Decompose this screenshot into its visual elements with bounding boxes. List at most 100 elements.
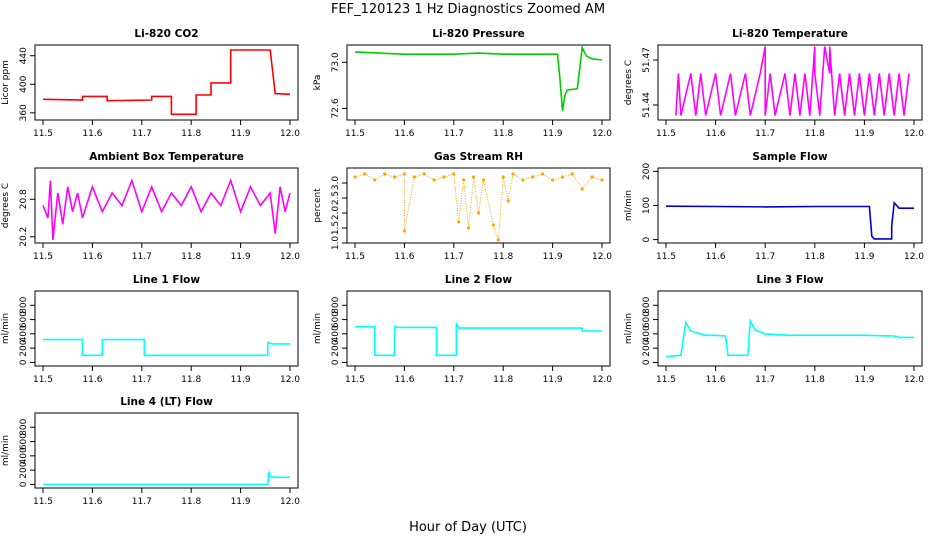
y-axis-label: percent [313,188,323,223]
data-point [392,175,397,179]
x-tick-label: 11.5 [345,252,365,262]
plot-frame [346,290,611,367]
x-tick-label: 11.5 [656,129,676,139]
y-tick-label: 20.8 [19,189,29,209]
y-tick-label: 400 [19,75,29,92]
y-axis-label: kPa [313,75,323,91]
plot-frame [34,412,299,489]
panel-title: Line 3 Flow [756,274,823,286]
y-tick-label: 200 [19,339,29,356]
x-tick-label: 11.7 [132,252,152,262]
y-tick-label: 73.0 [331,52,341,72]
x-tick-label: 11.5 [33,252,53,262]
x-tick-label: 11.6 [394,252,414,262]
data-point [457,220,461,224]
x-tick-label: 11.5 [33,375,53,385]
x-tick-label: 11.7 [755,375,775,385]
y-tick-label: 200 [642,339,652,356]
x-tick-label: 12.0 [280,252,300,262]
x-tick-label: 12.0 [280,497,300,507]
y-axis-label: ml/min [1,313,11,344]
panel-pressure: Li-820 Pressure kPa 11.5 11.6 11.7 11.8 11.9 12… [313,28,612,139]
plot-frame [34,290,299,367]
x-tick-label: 12.0 [280,375,300,385]
y-tick-label: 1.5 [331,221,341,235]
x-tick-label: 11.8 [181,375,201,385]
y-tick-label: 0 [642,236,652,242]
x-tick-label: 11.6 [82,497,102,507]
x-tick-label: 11.9 [543,252,563,262]
panel-line2: Line 2 Flow ml/min 11.5 11.6 11.7 11.8 11.9 12.… [313,274,612,385]
x-tick-label: 12.0 [904,252,924,262]
x-tick-label: 11.9 [854,375,874,385]
x-axis-title: Hour of Day (UTC) [409,520,527,535]
data-point [462,178,466,182]
y-axis-label: degrees C [1,183,11,228]
data-point [531,175,535,179]
x-tick-label: 11.6 [82,129,102,139]
data-point [402,229,406,233]
figure-title: FEF_120123 1 Hz Diagnostics Zoomed AM [331,2,605,17]
data-point [467,226,471,230]
data-point [402,172,406,176]
x-tick-label: 12.0 [592,252,612,262]
x-tick-label: 11.9 [854,129,874,139]
x-tick-label: 11.6 [82,375,102,385]
x-tick-label: 11.9 [854,252,874,262]
panel-line3: Line 3 Flow ml/min 11.5 11.6 11.7 11.8 11.9 12.… [624,274,924,385]
x-tick-label: 11.9 [231,129,251,139]
x-tick-label: 11.7 [132,375,152,385]
plot-frame [34,167,299,244]
y-tick-label: 1.0 [331,236,341,251]
y-axis-label: Licor ppm [1,60,11,105]
plot-frame [657,290,923,367]
y-tick-label: 400 [642,325,652,342]
x-tick-label: 11.8 [805,375,825,385]
x-tick-label: 11.8 [805,129,825,139]
panel-title: Line 4 (LT) Flow [120,396,213,408]
x-tick-label: 11.9 [543,375,563,385]
x-tick-label: 11.6 [82,252,102,262]
y-tick-label: 800 [19,418,29,435]
x-tick-label: 11.6 [706,252,726,262]
data-point [422,172,426,176]
x-tick-label: 11.5 [656,252,676,262]
data-point [476,211,481,215]
panel-co2: Li-820 CO2 Licor ppm 11.5 11.6 11.7 11.8 11.9 1… [1,28,300,139]
data-point [471,175,476,179]
data-series-line [354,173,603,241]
y-tick-label: 100 [642,197,652,214]
y-tick-label: 0 [331,359,341,365]
panel-title: Sample Flow [752,151,827,163]
y-tick-label: 600 [19,311,29,328]
x-tick-label: 11.5 [345,129,365,139]
y-tick-label: 600 [331,311,341,328]
y-tick-label: 800 [19,296,29,313]
data-series-line [354,44,603,111]
y-tick-label: 200 [331,339,341,356]
x-tick-label: 12.0 [904,375,924,385]
x-tick-label: 11.9 [231,497,251,507]
x-tick-label: 11.9 [231,252,251,262]
x-tick-label: 11.7 [132,129,152,139]
x-tick-label: 11.5 [345,375,365,385]
x-tick-label: 12.0 [592,375,612,385]
panel-title: Line 2 Flow [445,274,512,286]
x-tick-label: 11.8 [181,497,201,507]
panel-sample: Sample Flow ml/min 11.5 11.6 11.7 11.8 11.9 12.… [624,151,924,262]
panel-temp: Li-820 Temperature degrees C 11.5 11.6 11.7 1… [624,28,924,139]
data-series-line [43,471,290,486]
plot-frame [657,44,923,121]
plot-frame [34,44,299,121]
y-tick-label: 20.2 [19,227,29,247]
y-axis-label: ml/min [313,313,323,344]
x-tick-label: 12.0 [592,129,612,139]
panel-rh: Gas Stream RH percent 11.5 11.6 11.7 11.8 11.9… [313,151,612,262]
x-tick-label: 11.8 [493,129,513,139]
x-tick-label: 11.5 [33,497,53,507]
y-tick-label: 2.0 [331,206,341,221]
x-tick-label: 11.9 [231,375,251,385]
y-tick-label: 800 [331,296,341,313]
plot-frame [346,167,611,244]
